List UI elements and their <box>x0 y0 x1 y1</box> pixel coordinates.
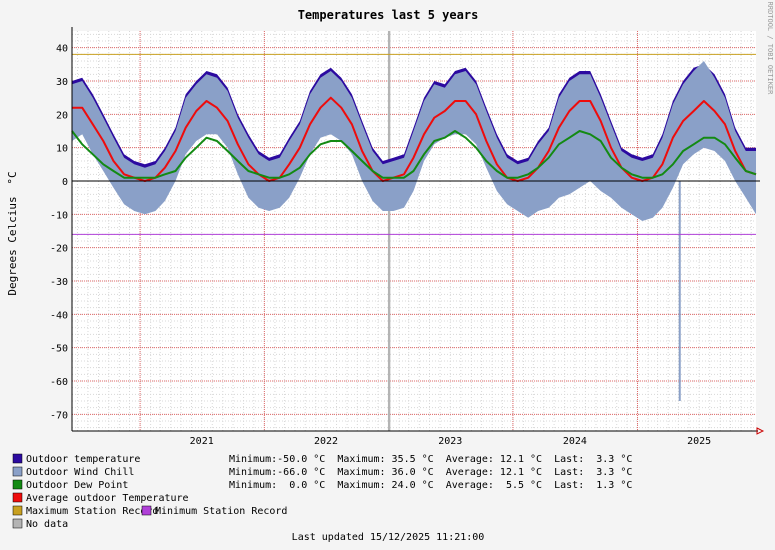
x-tick-label: 2023 <box>438 436 462 447</box>
legend-swatch <box>12 505 23 516</box>
stats-dew-point: Minimum: 0.0 °C Maximum: 24.0 °C Average… <box>229 480 632 491</box>
x-tick-label: 2021 <box>190 436 214 447</box>
station-records <box>72 53 756 235</box>
y-axis-unit: °C <box>6 171 19 184</box>
dew-point-line <box>71 130 757 179</box>
y-tick-label: 10 <box>56 144 68 155</box>
y-tick-label: -20 <box>50 244 68 255</box>
legend-label: Average outdoor Temperature <box>26 493 189 504</box>
legend-label: No data <box>26 519 68 530</box>
series-dew-point <box>71 130 757 179</box>
x-tick-label: 2024 <box>563 436 587 447</box>
y-tick-label: -10 <box>50 210 68 221</box>
legend-swatch <box>12 492 23 503</box>
legend-swatch <box>141 505 152 516</box>
axes <box>71 27 765 435</box>
rrdtool-credit: RRDTOOL / TOBI OETIKER <box>766 2 774 96</box>
x-tick-labels: 2021 2022 2023 2024 2025 <box>190 436 712 447</box>
no-data-band <box>387 31 391 431</box>
y-tick-labels: 40 30 20 10 0 -10 -20 -30 -40 -50 -60 -70 <box>50 44 68 422</box>
y-axis-label: Degrees Celcius <box>6 196 19 295</box>
y-tick-label: 20 <box>56 110 68 121</box>
legend-label: Minimum Station Record <box>155 506 287 517</box>
y-tick-label: -60 <box>50 377 68 388</box>
y-tick-label: -70 <box>50 410 68 421</box>
chart-title: Temperatures last 5 years <box>298 8 479 22</box>
legend-label: Outdoor Dew Point <box>26 480 128 491</box>
last-updated: Last updated 15/12/2025 11:21:00 <box>292 532 485 543</box>
legend-label: Maximum Station Record <box>26 506 158 517</box>
stats-outdoor-temperature: Minimum:-50.0 °C Maximum: 35.5 °C Averag… <box>229 454 632 465</box>
plot-canvas <box>72 31 756 431</box>
legend-label: Outdoor temperature <box>26 454 140 465</box>
no-data-bands <box>387 31 391 431</box>
legend: Outdoor temperature Outdoor Wind Chill Out… <box>12 453 287 530</box>
y-tick-label: 30 <box>56 77 68 88</box>
y-tick-label: -50 <box>50 344 68 355</box>
y-tick-label: -30 <box>50 277 68 288</box>
x-tick-label: 2022 <box>314 436 338 447</box>
legend-label: Outdoor Wind Chill <box>26 467 134 478</box>
y-tick-label: 0 <box>62 177 68 188</box>
legend-swatch <box>12 518 23 529</box>
x-axis-arrow <box>756 427 765 435</box>
stats-wind-chill: Minimum:-66.0 °C Maximum: 36.0 °C Averag… <box>229 467 632 478</box>
legend-swatch <box>12 466 23 477</box>
legend-swatch <box>12 453 23 464</box>
y-tick-label: -40 <box>50 310 68 321</box>
y-tick-label: 40 <box>56 44 68 55</box>
x-tick-label: 2025 <box>687 436 711 447</box>
legend-swatch <box>12 479 23 490</box>
